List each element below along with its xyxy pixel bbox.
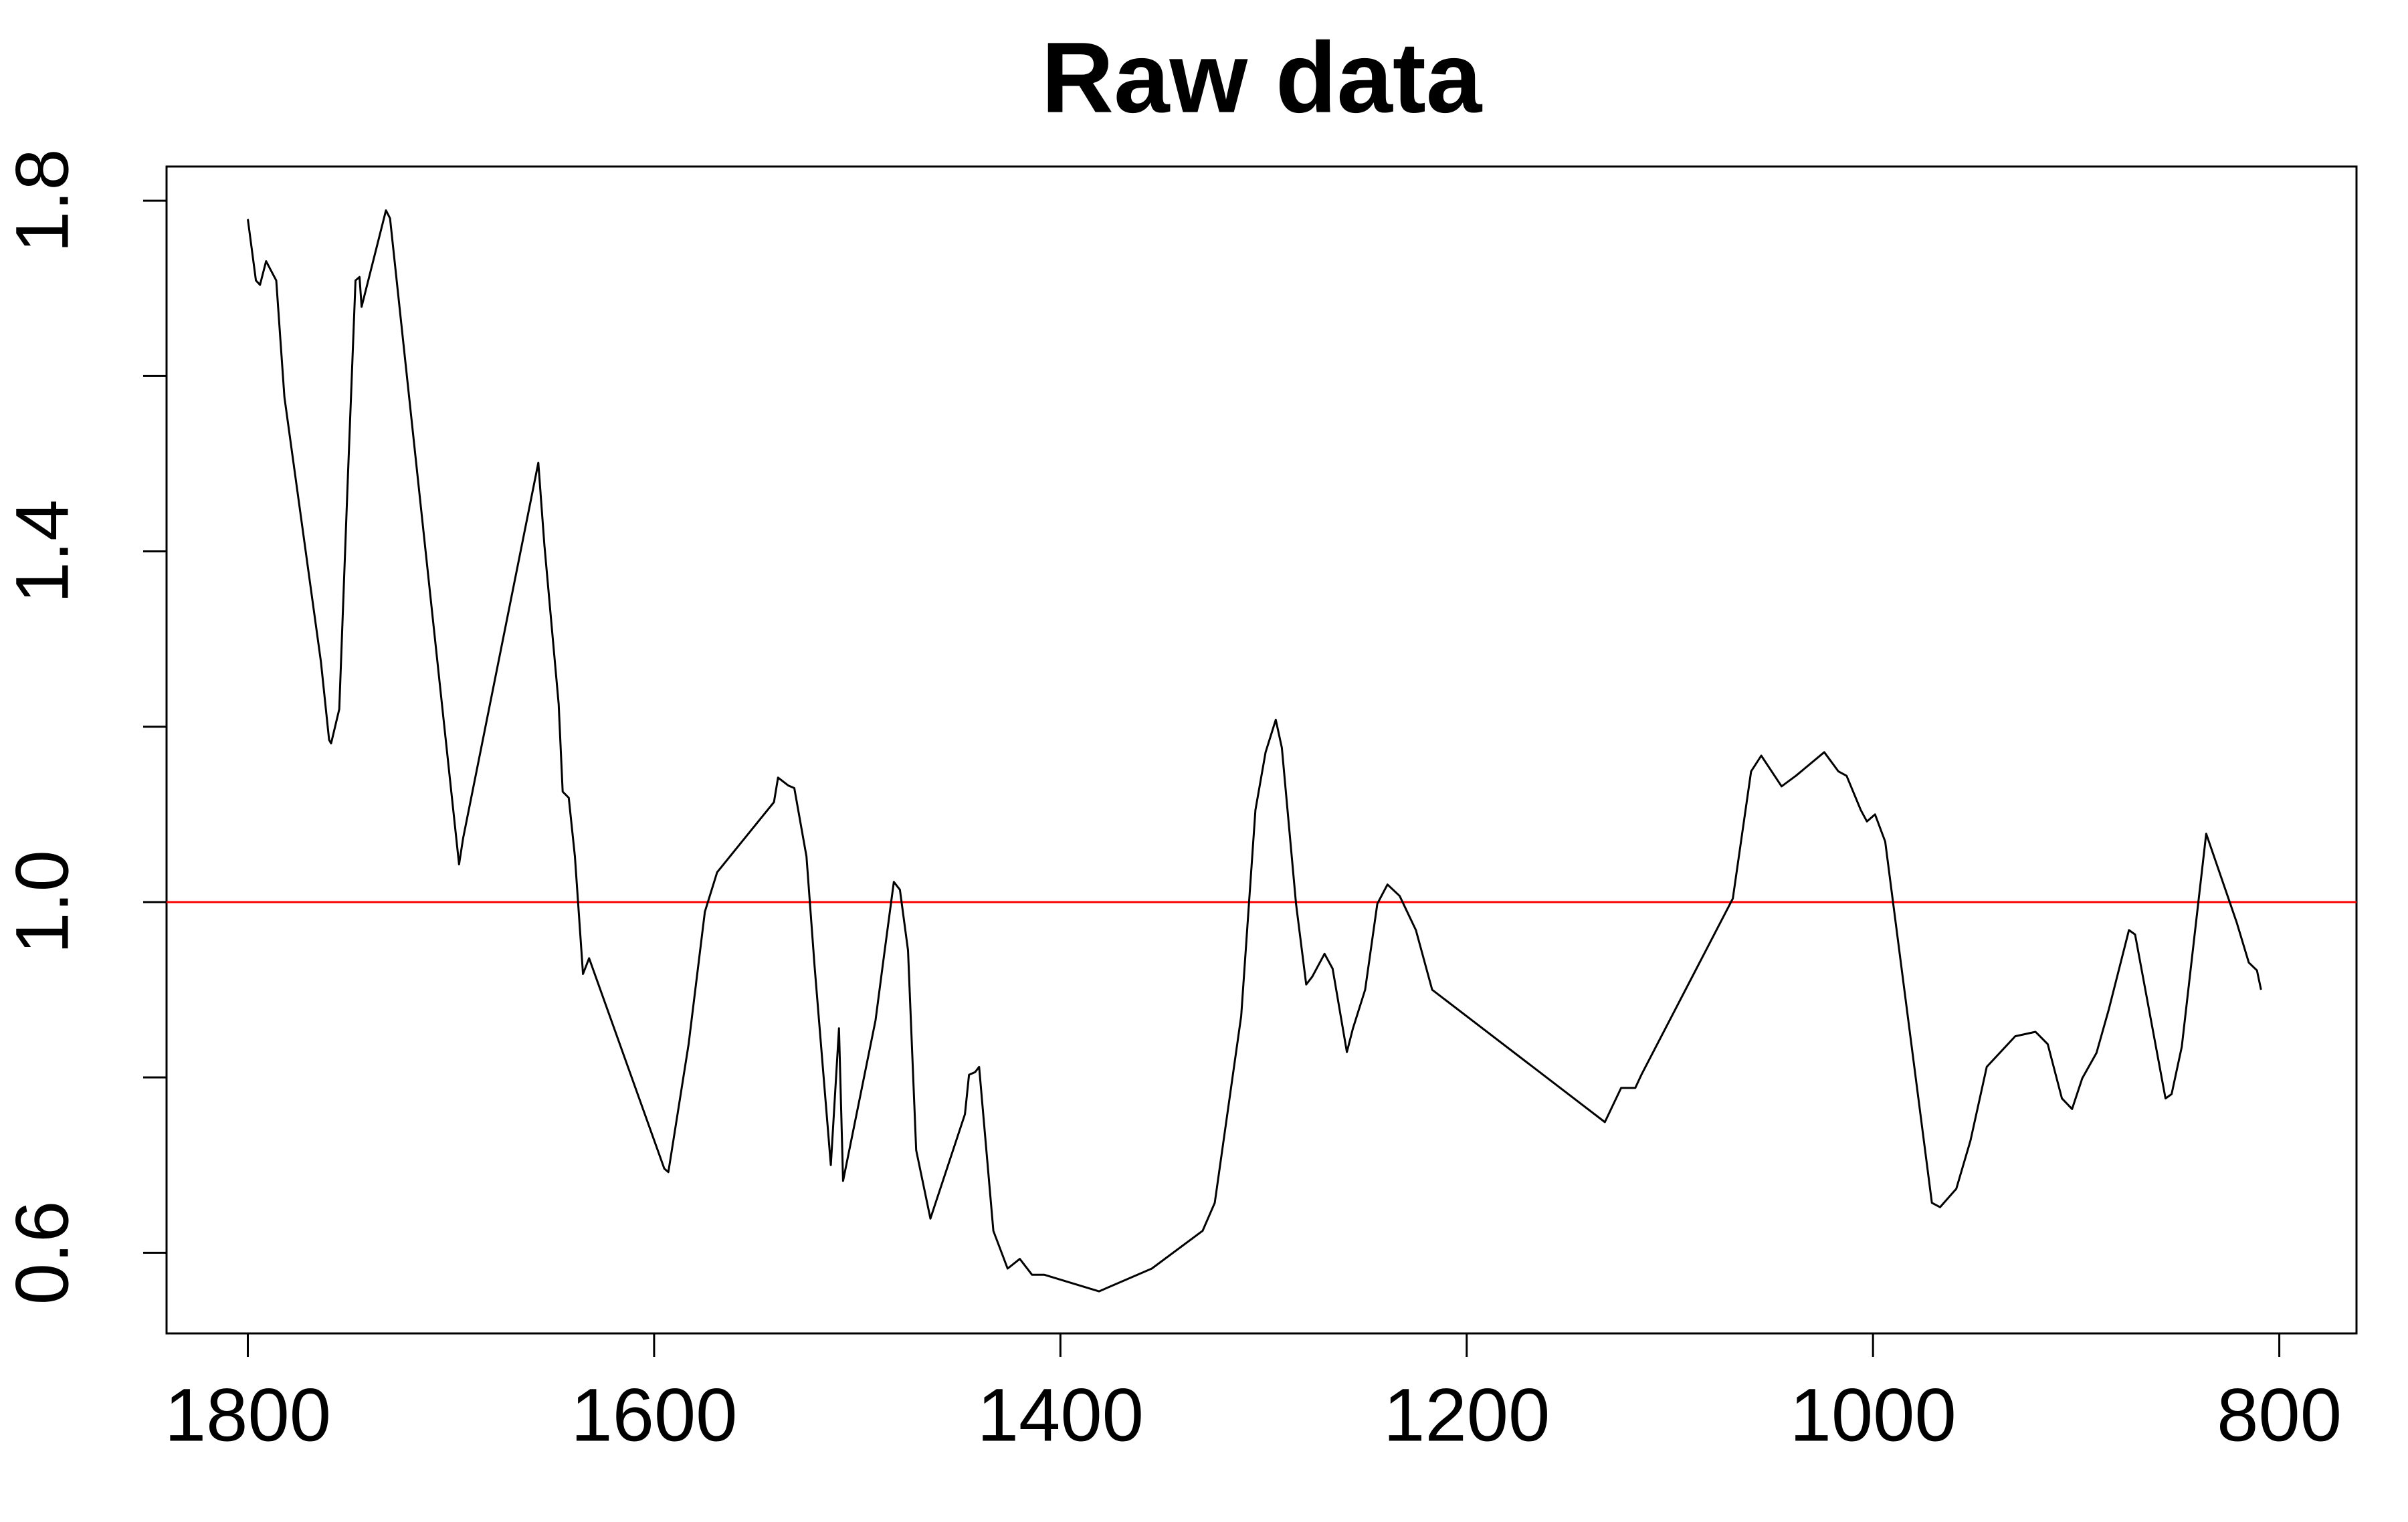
x-tick-label: 1400 (977, 1374, 1144, 1457)
x-tick-label: 1200 (1383, 1374, 1550, 1457)
x-tick-label: 1600 (571, 1374, 737, 1457)
y-tick-label: 1.0 (1, 850, 84, 954)
y-tick-label: 0.6 (1, 1201, 84, 1305)
x-tick-label: 1000 (1790, 1374, 1956, 1457)
plot-frame (165, 165, 2358, 1335)
x-tick-label: 1800 (165, 1374, 331, 1457)
chart-title: Raw data (1041, 21, 1483, 134)
y-tick-label: 1.8 (1, 148, 84, 253)
data-line (247, 209, 2262, 1293)
y-tick-label: 1.4 (1, 500, 84, 604)
x-tick-label: 800 (2217, 1374, 2342, 1457)
